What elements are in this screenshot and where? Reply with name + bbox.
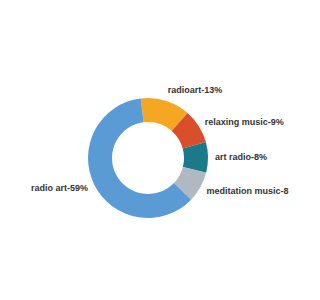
svg-text:meditation music-8: meditation music-8 (206, 186, 288, 196)
svg-text:art radio-8%: art radio-8% (215, 152, 267, 162)
svg-text:radio art-59%: radio art-59% (31, 183, 88, 193)
svg-text:relaxing music-9%: relaxing music-9% (205, 117, 284, 127)
svg-text:radioart-13%: radioart-13% (168, 85, 223, 95)
